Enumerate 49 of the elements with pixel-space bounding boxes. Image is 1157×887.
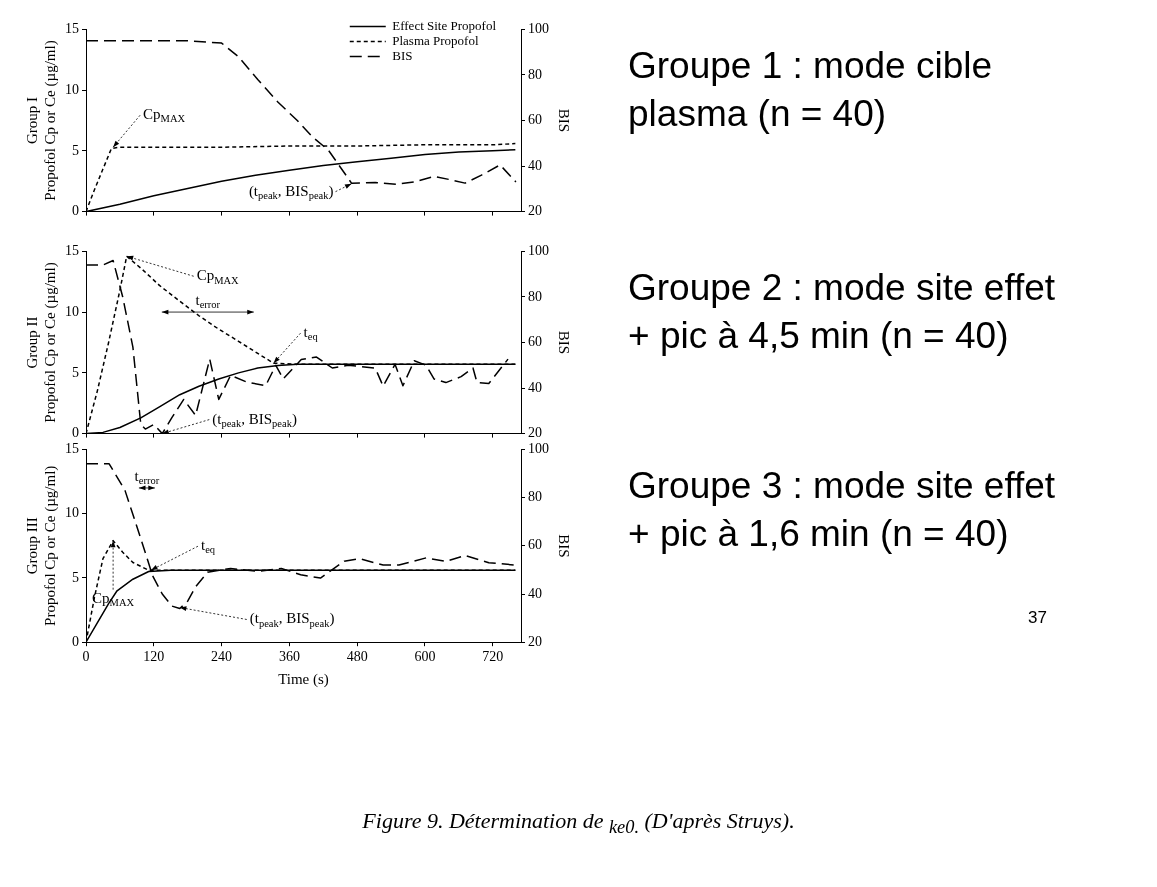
y-tick-label: 15 [65,441,79,457]
y2-tick-label: 40 [528,585,542,601]
y2-tick-label: 100 [528,243,549,259]
y2-tick-label: 40 [528,157,542,173]
legend-label: Effect Site Propofol [392,17,497,33]
text: Groupe 1 : mode cible plasma (n = 40) [628,44,994,136]
y-tick-label: 15 [65,21,79,37]
y2-tick-label: 20 [528,425,542,441]
y2-tick-label: 40 [528,379,542,395]
legend-label: Plasma Propofol [392,32,479,48]
y-tick-label: 0 [72,203,79,219]
y2-tick-label: 80 [528,288,542,304]
x-tick-label: 480 [346,649,368,665]
x-tick-label: 720 [482,649,504,665]
y2-axis-title: BIS [556,534,573,558]
x-tick-label: 360 [278,649,300,665]
legend-label: BIS [392,47,413,63]
x-axis-title: Time (s) [278,670,329,688]
y-tick-label: 0 [72,425,79,441]
y2-tick-label: 100 [528,441,549,457]
y-tick-label: 5 [72,142,79,158]
text: 37 [1028,608,1047,628]
y-tick-label: 0 [72,633,79,649]
y2-axis-title: BIS [556,330,573,355]
y2-tick-label: 60 [528,112,542,128]
x-tick-label: 120 [143,649,165,665]
y-tick-label: 15 [65,243,79,259]
y-tick-label: 10 [65,81,79,97]
y2-tick-label: 80 [528,489,542,505]
y-axis-title: Group I Propofol Cp or Ce (µg/ml) [23,40,59,201]
caption: Figure 9. Détermination de $_{ke0.}$ (D'après Struys). [361,808,796,839]
x-tick-label: 600 [414,649,436,665]
y-tick-label: 5 [72,364,79,380]
y2-tick-label: 100 [528,21,549,37]
y2-axis-title: BIS [556,108,573,133]
y2-tick-label: 20 [528,633,542,649]
y2-tick-label: 60 [528,537,542,553]
y-axis-title: Group III Propofol Cp or Ce (µg/ml) [23,465,59,626]
x-tick-label: 0 [82,649,90,665]
y-tick-label: 10 [65,303,79,319]
x-tick-label: 240 [211,649,233,665]
y-tick-label: 10 [65,505,79,521]
y2-tick-label: 60 [528,334,542,350]
y-axis-title: Group II Propofol Cp or Ce (µg/ml) [23,262,59,423]
y2-tick-label: 80 [528,66,542,82]
text: Groupe 3 : mode site effet + pic à 1,6 min (n = 40) [628,464,1057,556]
text: Groupe 2 : mode site effet + pic à 4,5 min (n = 40) [628,266,1057,358]
y-tick-label: 5 [72,569,79,585]
y2-tick-label: 20 [528,203,542,219]
